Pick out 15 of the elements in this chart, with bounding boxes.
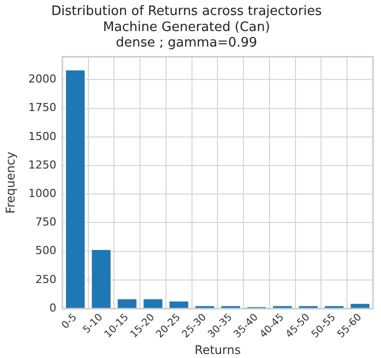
text: Machine Generated (Can) [102,20,270,35]
x-axis-title: Returns [194,342,241,357]
y-tick-label: 0 [49,301,56,314]
text: dense ; gamma=0.99 [116,35,258,50]
y-tick-label: 2000 [28,72,56,86]
y-tick-label: 250 [35,272,56,286]
x-tick-label: 0-5 [60,312,80,332]
y-tick-label: 1000 [28,186,56,200]
y-tick-label: 1500 [28,130,56,143]
y-axis-title: Frequency [3,152,18,214]
y-tick-label: 500 [35,244,56,258]
y-tick-label: 750 [35,216,56,229]
y-tick-label: 1250 [28,158,56,172]
text: Distribution of Returns across trajectories [51,4,322,20]
y-tick-label: 1750 [28,101,56,114]
